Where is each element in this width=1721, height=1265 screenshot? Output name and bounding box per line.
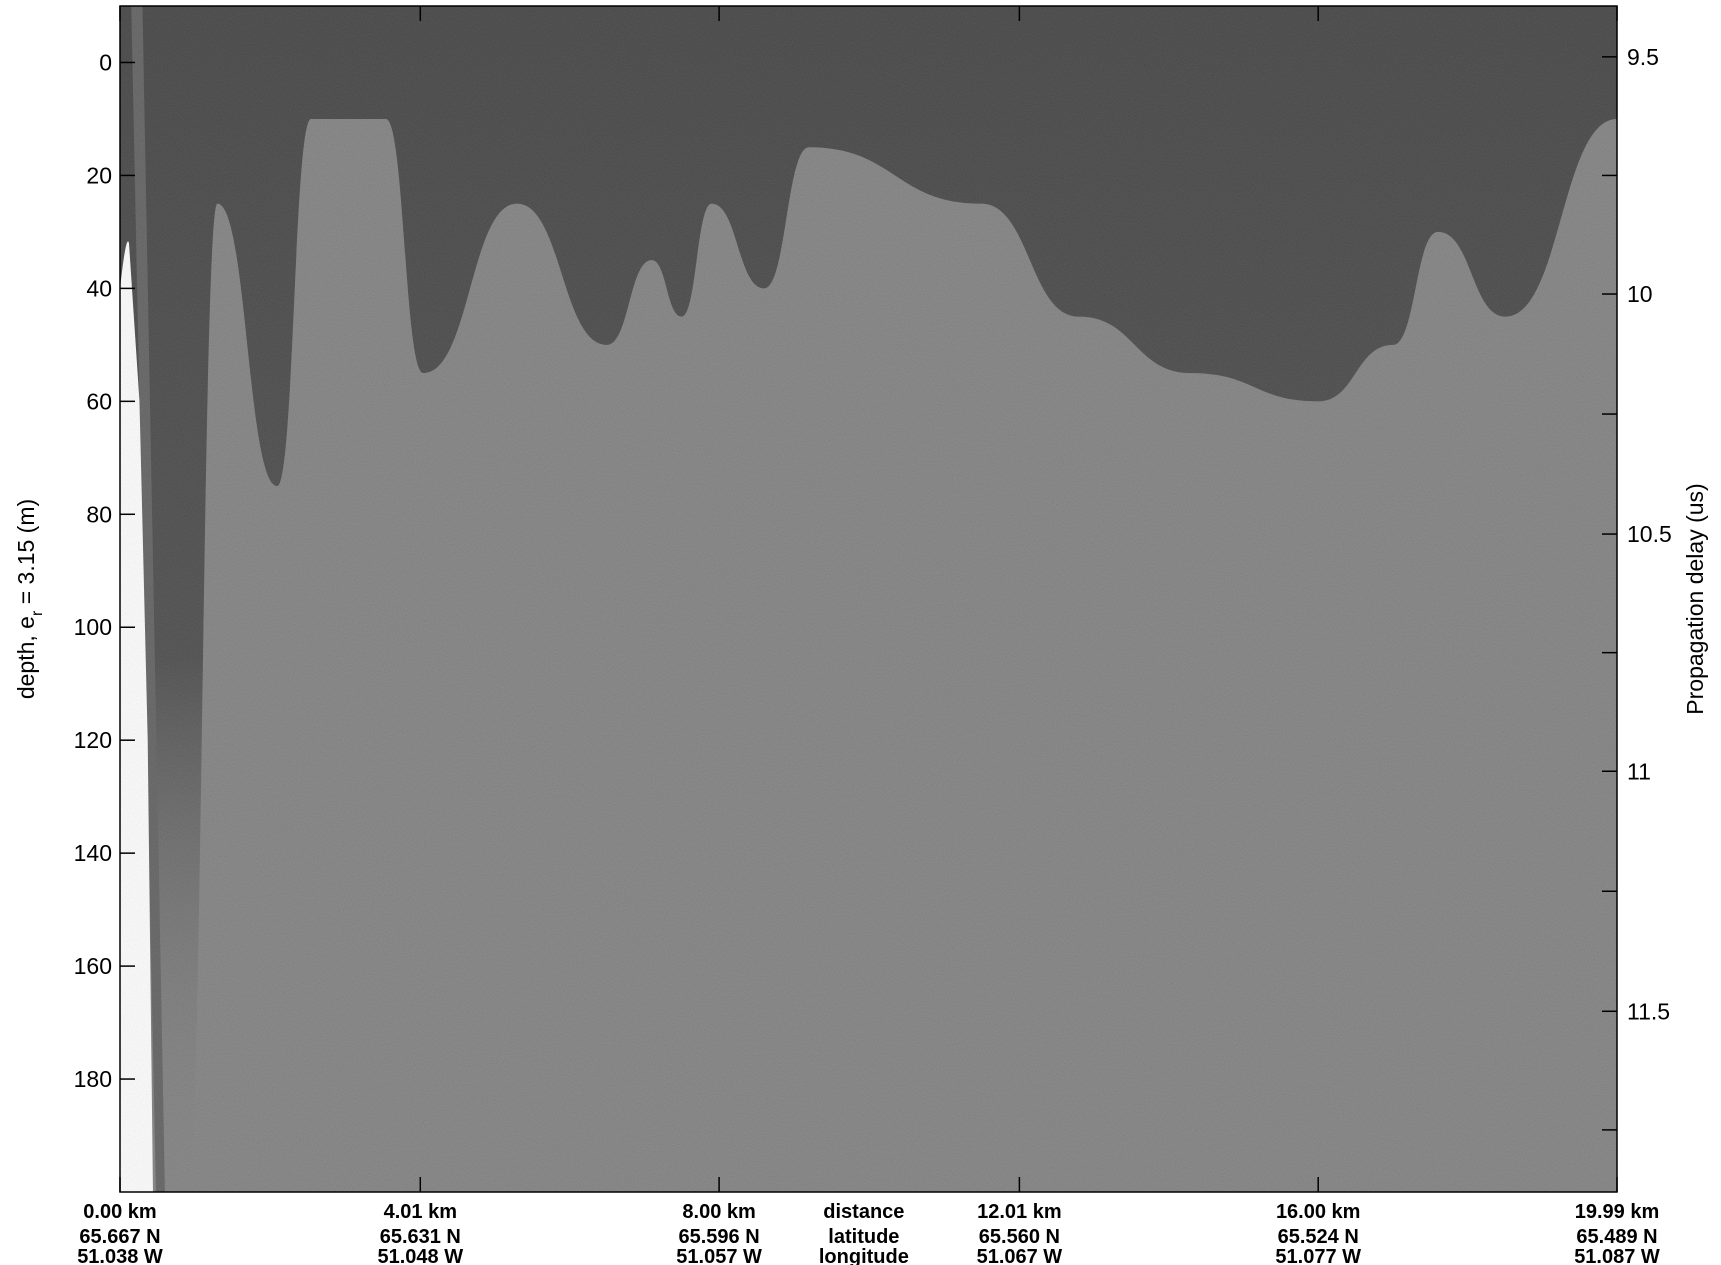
left-tick-label: 160 xyxy=(74,953,112,979)
noise-texture xyxy=(120,6,1617,1192)
x-tick-distance: 8.00 km xyxy=(682,1201,755,1223)
left-tick-label: 20 xyxy=(86,162,112,188)
x-tick-longitude: 51.057 W xyxy=(676,1246,762,1265)
right-tick-label: 9.5 xyxy=(1627,44,1659,70)
x-tick-distance: 0.00 km xyxy=(83,1201,156,1223)
x-row-name-longitude: longitude xyxy=(819,1246,909,1265)
left-tick-label: 60 xyxy=(86,388,112,414)
plot-frame xyxy=(119,5,1618,1193)
left-axis-title-main: depth, e xyxy=(13,616,39,699)
x-tick-latitude: 65.667 N xyxy=(79,1226,160,1248)
right-axis-title: Propagation delay (us) xyxy=(1682,483,1708,714)
right-axis-ticks: 9.5 10 10.5 11 11.5 xyxy=(1602,44,1672,1131)
right-tick-label: 10 xyxy=(1627,281,1653,307)
left-axis-title-rest: = 3.15 (m) xyxy=(13,499,39,611)
x-tick-distance: 16.00 km xyxy=(1276,1201,1361,1223)
x-tick-latitude: 65.524 N xyxy=(1278,1226,1359,1248)
left-tick-label: 0 xyxy=(99,49,112,75)
left-tick-label: 40 xyxy=(86,275,112,301)
x-tick-distance: 19.99 km xyxy=(1575,1201,1660,1223)
x-tick-latitude: 65.631 N xyxy=(380,1226,461,1248)
left-tick-label: 80 xyxy=(86,501,112,527)
x-tick-longitude: 51.038 W xyxy=(77,1246,163,1265)
right-tick-label: 11.5 xyxy=(1627,998,1670,1024)
left-tick-label: 140 xyxy=(74,840,112,866)
x-row-name-distance: distance xyxy=(823,1201,904,1223)
plot-area xyxy=(120,6,1617,1192)
x-tick-longitude: 51.077 W xyxy=(1275,1246,1361,1265)
left-tick-label: 120 xyxy=(74,727,112,753)
x-tick-longitude: 51.067 W xyxy=(977,1246,1063,1265)
x-tick-latitude: 65.489 N xyxy=(1576,1226,1657,1248)
x-tick-longitude: 51.087 W xyxy=(1574,1246,1660,1265)
x-tick-latitude: 65.596 N xyxy=(679,1226,760,1248)
left-axis-title-sub: r xyxy=(29,610,46,616)
x-row-name-latitude: latitude xyxy=(828,1226,899,1248)
x-tick-distance: 4.01 km xyxy=(384,1201,457,1223)
right-tick-label: 10.5 xyxy=(1627,521,1672,547)
left-tick-label: 100 xyxy=(74,614,112,640)
left-axis-title: depth, er = 3.15 (m) xyxy=(13,499,46,699)
left-axis-ticks: 0 20 40 60 80 100 120 140 160 180 xyxy=(74,49,135,1092)
x-tick-distance: 12.01 km xyxy=(977,1201,1062,1223)
right-tick-label: 11 xyxy=(1627,758,1651,784)
x-tick-longitude: 51.048 W xyxy=(377,1246,463,1265)
left-tick-label: 180 xyxy=(74,1066,112,1092)
x-tick-latitude: 65.560 N xyxy=(979,1226,1060,1248)
